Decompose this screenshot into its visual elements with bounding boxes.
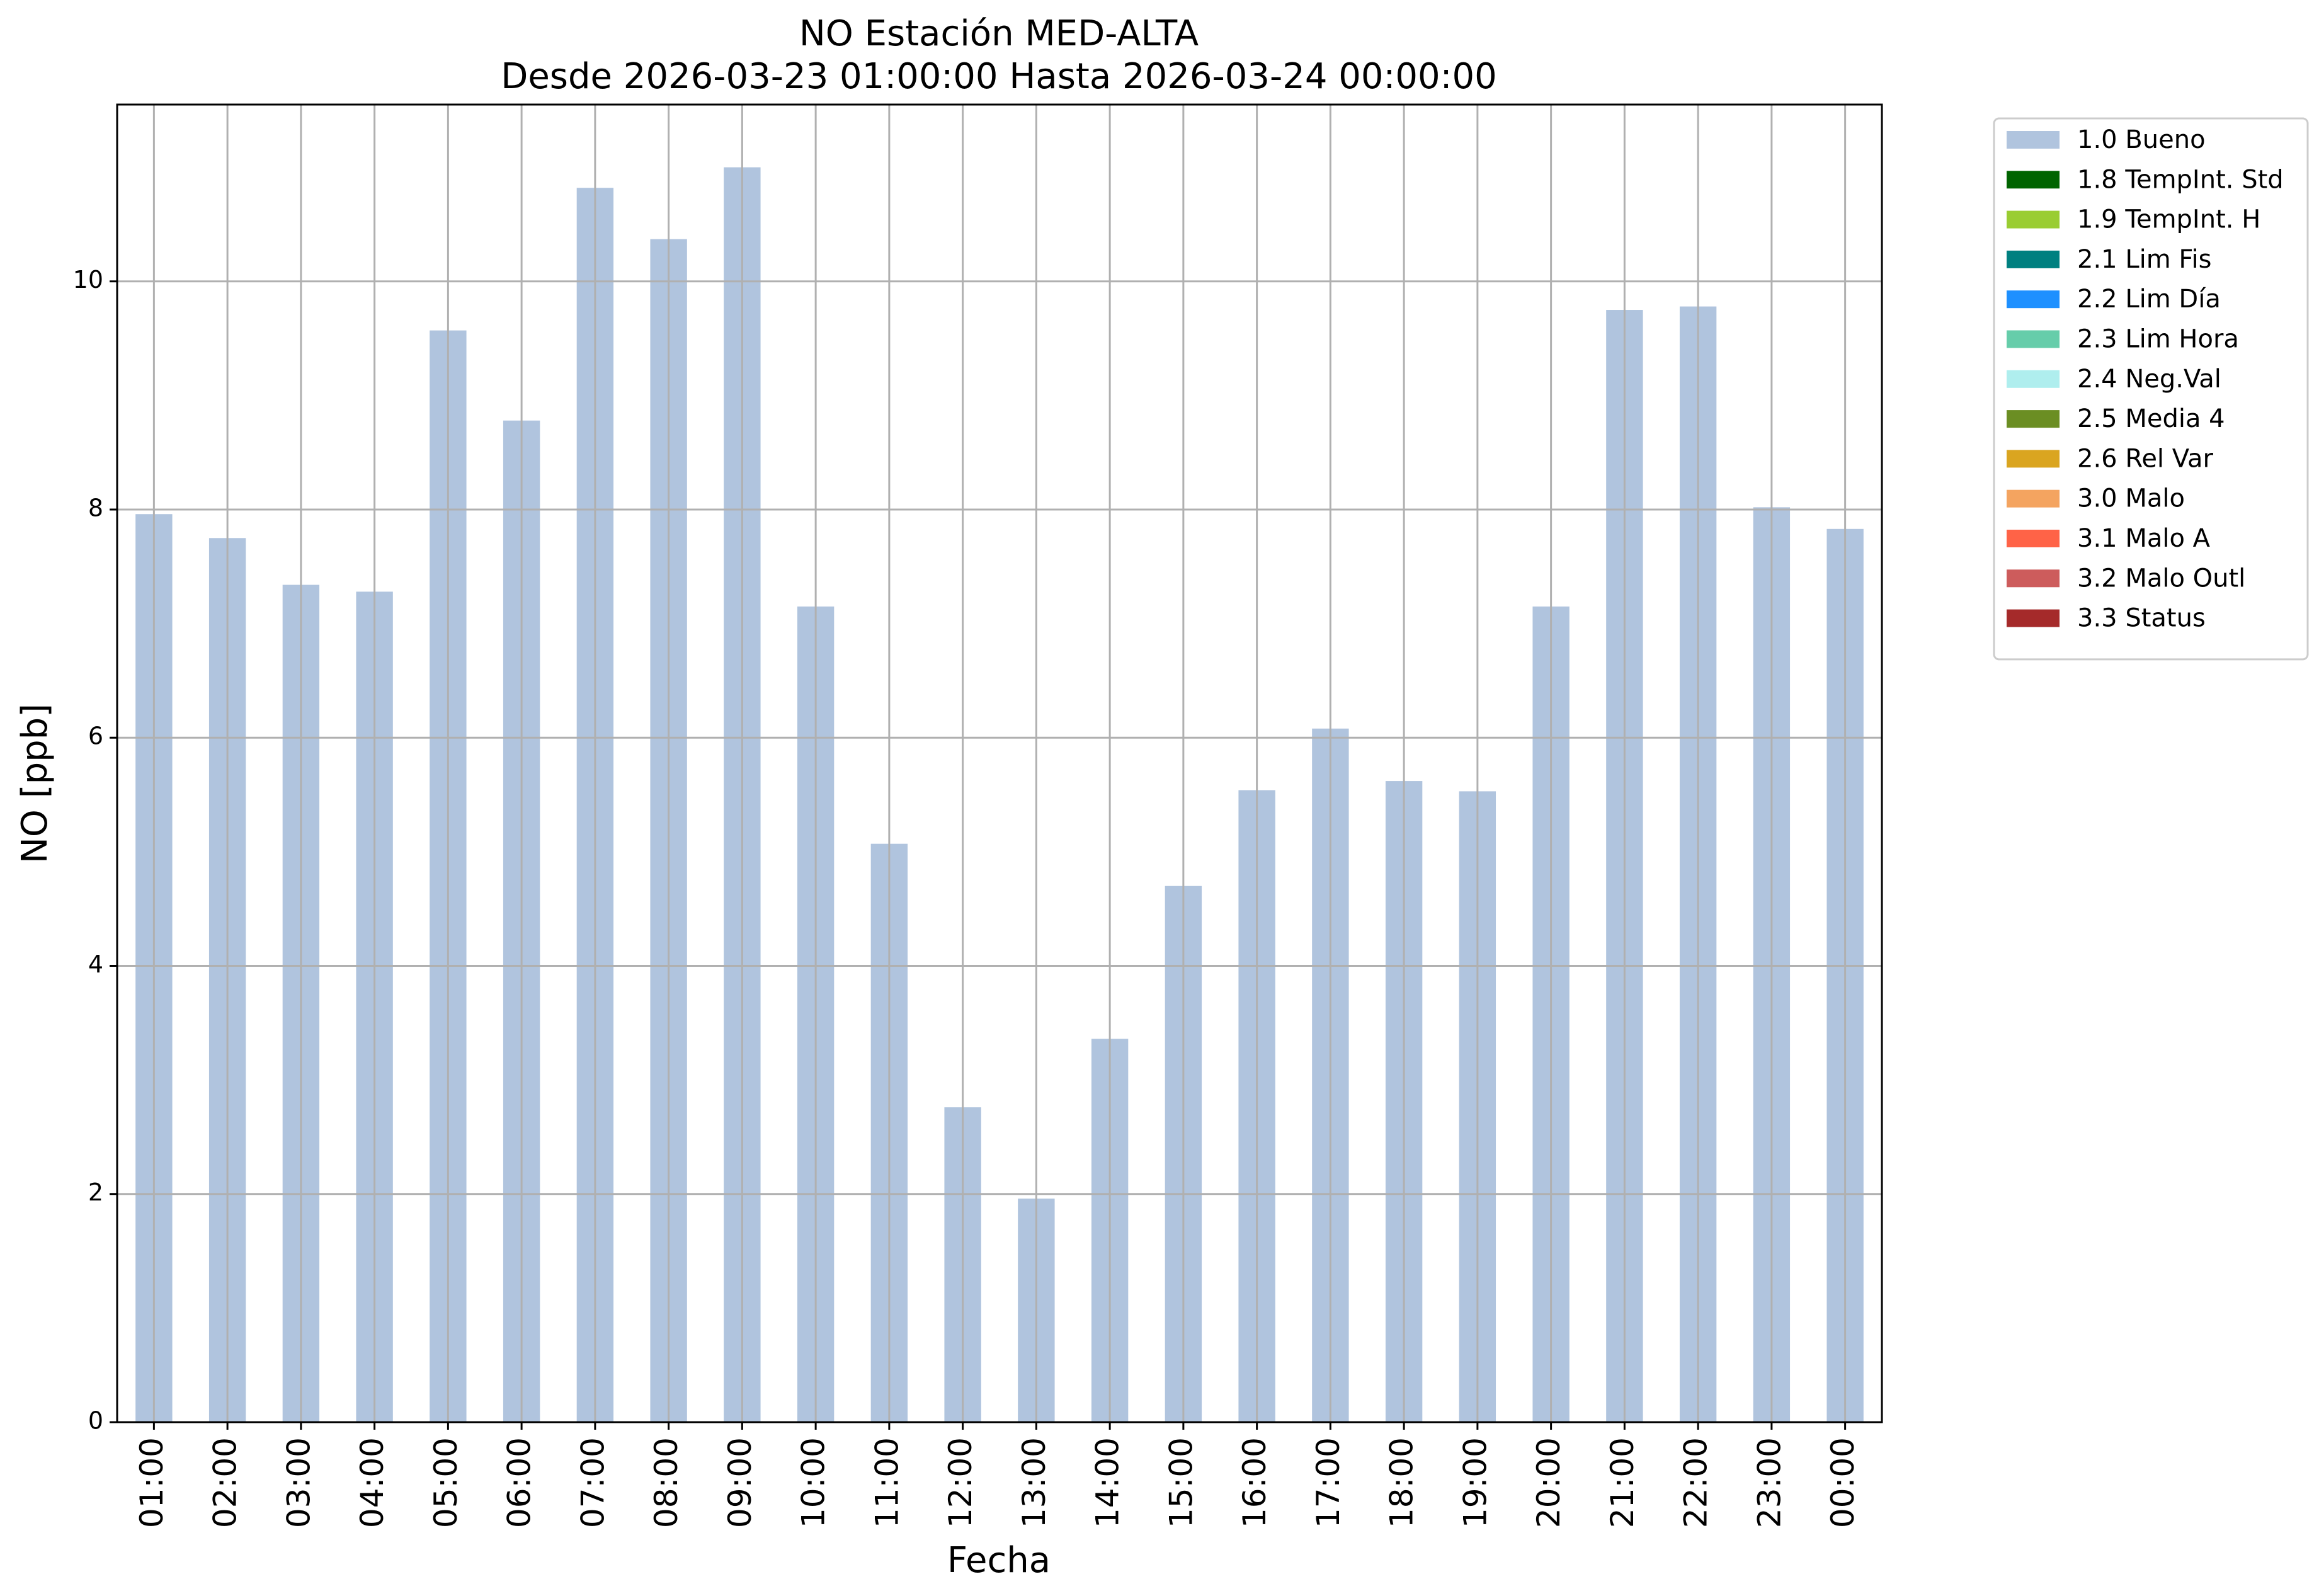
y-tick-label: 8 [88, 494, 103, 522]
x-tick-label: 00:00 [1825, 1437, 1861, 1528]
x-tick-label: 09:00 [722, 1437, 758, 1528]
x-tick-label: 04:00 [354, 1437, 390, 1528]
legend-swatch [2007, 370, 2060, 388]
legend-swatch [2007, 290, 2060, 309]
legend-swatch [2007, 250, 2060, 268]
legend-swatch [2007, 450, 2060, 468]
legend-swatch [2007, 131, 2060, 149]
y-tick-label: 6 [88, 722, 103, 750]
x-tick-label: 23:00 [1751, 1437, 1787, 1528]
x-tick-label: 03:00 [280, 1437, 317, 1528]
y-tick-label: 4 [88, 950, 103, 978]
legend-swatch [2007, 210, 2060, 229]
x-tick-label: 07:00 [574, 1437, 611, 1528]
x-tick-label: 16:00 [1236, 1437, 1273, 1528]
x-tick-label: 02:00 [207, 1437, 244, 1528]
plot-frame [116, 103, 1883, 1423]
legend-swatch [2007, 330, 2060, 348]
x-tick-label: 13:00 [1016, 1437, 1052, 1528]
legend-label: 2.3 Lim Hora [2077, 325, 2239, 354]
x-tick-label: 20:00 [1530, 1437, 1567, 1528]
legend-swatch [2007, 489, 2060, 508]
legend-swatch [2007, 410, 2060, 428]
x-tick-label: 05:00 [428, 1437, 464, 1528]
x-tick-label: 10:00 [795, 1437, 832, 1528]
plot-area: 0 2 4 6 8 10 01:00 02:00 03:00 04:00 05:00 06:00 07:… [73, 103, 1883, 1528]
legend-label: 2.5 Media 4 [2077, 404, 2225, 433]
legend-label: 1.9 TempInt. H [2077, 205, 2260, 234]
legend-box [1993, 117, 2309, 661]
x-tick-label: 22:00 [1678, 1437, 1714, 1528]
legend-label: 2.4 Neg.Val [2077, 365, 2221, 394]
chart-title: NO Estación MED-ALTA [799, 13, 1199, 54]
y-tick-label: 0 [88, 1407, 103, 1435]
legend-label: 3.3 Status [2077, 604, 2206, 633]
legend-label: 1.0 Bueno [2077, 125, 2206, 154]
x-tick-label: 06:00 [501, 1437, 538, 1528]
legend-label: 3.2 Malo Outl [2077, 564, 2245, 593]
x-axis-label: Fecha [947, 1540, 1051, 1581]
legend-label: 3.1 Malo A [2077, 524, 2211, 553]
x-tick-label: 15:00 [1163, 1437, 1199, 1528]
legend-swatch [2007, 530, 2060, 547]
legend-label: 2.6 Rel Var [2077, 444, 2214, 473]
x-tick-label: 17:00 [1310, 1437, 1347, 1528]
legend: 1.0 Bueno 1.8 TempInt. Std 1.9 TempInt. H 2… [1993, 117, 2309, 661]
y-axis-label: NO [ppb] [14, 704, 55, 864]
legend-label: 2.2 Lim Día [2077, 285, 2221, 314]
legend-label: 3.0 Malo [2077, 484, 2185, 513]
legend-swatch [2007, 609, 2060, 627]
x-tick-label: 08:00 [648, 1437, 685, 1528]
y-tick-label: 2 [88, 1178, 103, 1206]
x-tick-label: 14:00 [1090, 1437, 1126, 1528]
legend-swatch [2007, 569, 2060, 588]
chart-subtitle: Desde 2026-03-23 01:00:00 Hasta 2026-03-… [501, 56, 1497, 97]
x-tick-label: 11:00 [869, 1437, 905, 1528]
x-tick-label: 19:00 [1457, 1437, 1493, 1528]
legend-swatch [2007, 171, 2060, 189]
legend-label: 2.1 Lim Fis [2077, 245, 2211, 274]
x-tick-label: 18:00 [1384, 1437, 1420, 1528]
x-tick-label: 21:00 [1604, 1437, 1641, 1528]
x-tick-label: 12:00 [942, 1437, 979, 1528]
x-tick-label: 01:00 [134, 1437, 170, 1528]
y-tick-label: 10 [73, 266, 103, 294]
legend-label: 1.8 TempInt. Std [2077, 165, 2284, 194]
